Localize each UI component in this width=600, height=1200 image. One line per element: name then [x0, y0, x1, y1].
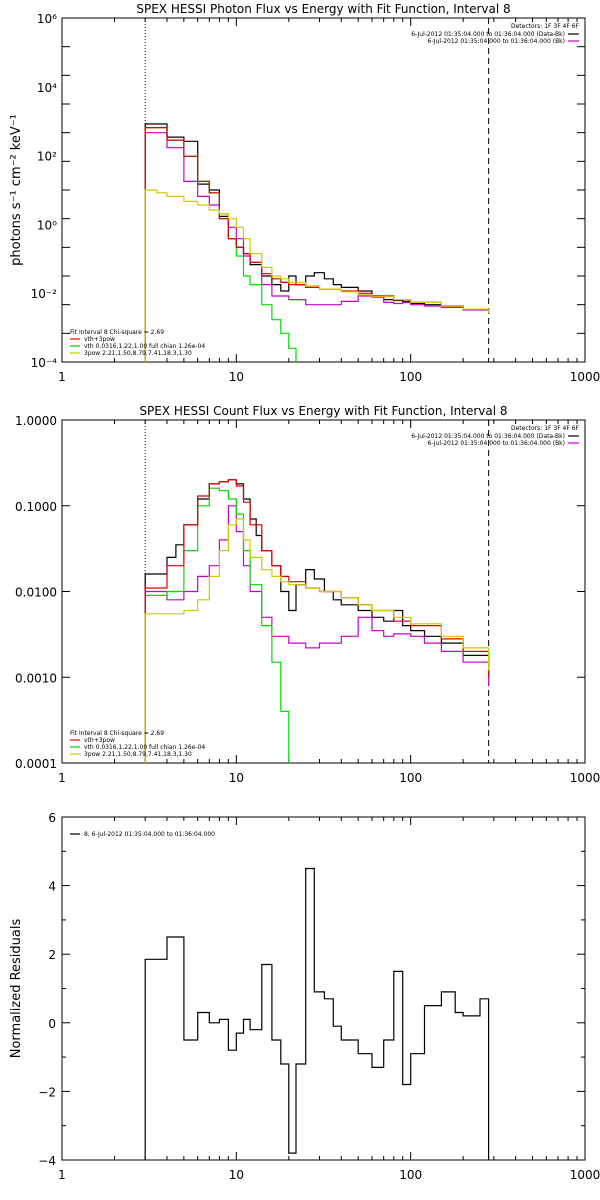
series-line	[144, 867, 490, 1160]
x-tick-label: 100	[399, 370, 422, 384]
fit-legend-entry: 3pow 2.21,1.50,8.79,7.41,18.3,1.30	[84, 751, 192, 758]
x-tick-label: 10	[229, 370, 244, 384]
y-axis-label: photons s⁻¹ cm⁻² keV⁻¹	[9, 114, 24, 266]
x-tick-label: 1	[58, 1168, 66, 1182]
series-line	[144, 127, 297, 362]
fit-legend-entry: vth+3pow	[84, 336, 115, 343]
series-line	[144, 479, 490, 763]
legend-entry: 8, 6-Jul-2012 01:35:04.000 to 01:36:04.0…	[84, 831, 215, 838]
fit-header: Fit Interval 8 Chi-square = 2.69	[70, 329, 164, 336]
y-tick-label: 10⁶	[37, 12, 57, 26]
x-tick-label: 1000	[570, 771, 600, 785]
series-line	[144, 479, 490, 763]
plot-frame	[61, 816, 586, 1161]
legend-header: Detectors: 1F 3F 4F 6F	[511, 23, 580, 30]
x-tick-label: 10	[229, 771, 244, 785]
y-tick-label: −4	[38, 1154, 56, 1168]
x-tick-label: 1000	[570, 370, 600, 384]
y-tick-label: 2	[48, 948, 56, 962]
legend-entry: 6-Jul-2012 01:35:04.000 to 01:36:04.000 …	[427, 38, 565, 45]
series-line	[144, 123, 490, 362]
y-tick-label: 10²	[37, 150, 57, 164]
legend-header: Detectors: 1F 3F 4F 6F	[511, 425, 580, 432]
y-tick-label: 0.0001	[15, 757, 57, 771]
y-tick-label: 4	[48, 880, 56, 894]
x-tick-label: 1000	[570, 1168, 600, 1182]
y-tick-label: 0	[48, 1017, 56, 1031]
y-axis-label: Normalized Residuals	[9, 919, 24, 1059]
fit-legend-entry: vth+3pow	[84, 737, 115, 744]
legend-entry: 6-Jul-2012 01:35:04.000 to 01:36:04.000 …	[411, 31, 565, 38]
fit-legend-entry: vth 0.0316,1.22,1.00 full chian 1.26e-04	[84, 744, 205, 751]
y-tick-label: 10⁻²	[31, 287, 58, 301]
y-tick-label: 0.1000	[15, 500, 57, 514]
chart-title: SPEX HESSI Photon Flux vs Energy with Fi…	[136, 2, 510, 16]
series-line	[144, 189, 490, 362]
y-tick-label: 0.0010	[15, 671, 57, 685]
legend-entry: 6-Jul-2012 01:35:04.000 to 01:36:04.000 …	[427, 440, 565, 447]
y-tick-label: 1.0000	[15, 414, 57, 428]
series-line	[144, 505, 490, 763]
x-tick-label: 1	[58, 771, 66, 785]
y-tick-label: 10⁴	[37, 81, 57, 95]
y-tick-label: −2	[38, 1085, 56, 1099]
y-tick-label: 6	[48, 811, 56, 825]
x-tick-label: 100	[399, 771, 422, 785]
fit-legend-entry: vth 0.0316,1.22,1.00 full chian 1.26e-04	[84, 343, 205, 350]
x-tick-label: 10	[229, 1168, 244, 1182]
legend-entry: 6-Jul-2012 01:35:04.000 to 01:36:04.000 …	[411, 433, 565, 440]
series-line	[144, 518, 490, 763]
x-tick-label: 100	[399, 1168, 422, 1182]
y-tick-label: 0.0100	[15, 586, 57, 600]
series-line	[144, 127, 490, 362]
chart-title: SPEX HESSI Count Flux vs Energy with Fit…	[139, 404, 507, 418]
fit-legend-entry: 3pow 2.21,1.50,8.79,7.41,18.3,1.30	[84, 350, 192, 357]
y-tick-label: 10⁻⁴	[31, 356, 58, 370]
plot-frame	[61, 17, 586, 363]
x-tick-label: 1	[58, 370, 66, 384]
series-line	[144, 487, 290, 763]
series-line	[144, 132, 490, 362]
y-tick-label: 10⁰	[37, 218, 57, 232]
fit-header: Fit Interval 8 Chi-square = 2.69	[70, 730, 164, 737]
